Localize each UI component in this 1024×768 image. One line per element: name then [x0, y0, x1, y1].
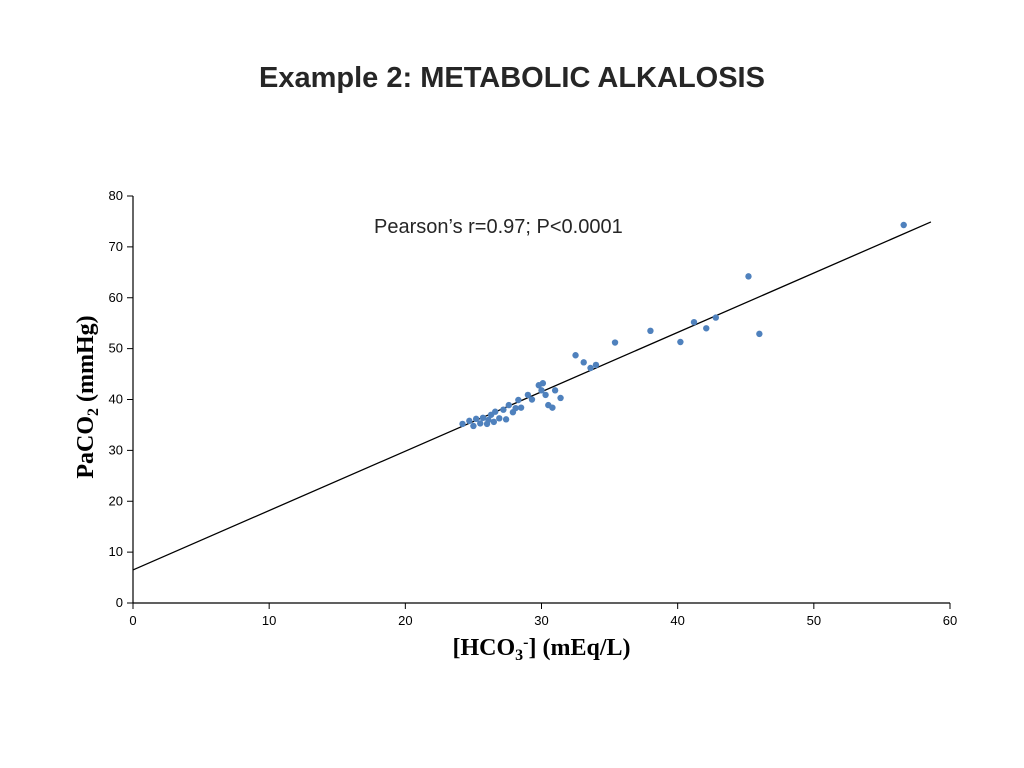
y-tick-label: 60: [109, 290, 123, 305]
x-tick-label: 20: [398, 613, 412, 628]
data-point: [492, 408, 499, 415]
data-point: [900, 221, 907, 229]
data-point: [551, 387, 559, 394]
x-axis-label: [HCO3-] (mEq/L): [133, 634, 950, 665]
data-point: [459, 420, 466, 428]
y-axis-label: PaCO2 (mmHg): [73, 315, 103, 478]
y-tick-label: 20: [109, 493, 123, 508]
y-axis-label-subscript: 2: [85, 407, 102, 416]
x-tick-label: 10: [262, 613, 276, 628]
y-tick-label: 0: [116, 595, 123, 610]
y-tick-label: 80: [109, 188, 123, 203]
data-point: [528, 396, 536, 403]
data-point: [756, 330, 763, 338]
trend-line: [132, 221, 932, 571]
x-tick-label: 30: [534, 613, 548, 628]
data-point: [712, 314, 719, 321]
y-tick-label: 50: [109, 341, 123, 356]
data-point: [703, 325, 710, 332]
data-point: [477, 420, 484, 427]
data-point: [745, 273, 752, 280]
data-point: [502, 416, 510, 423]
data-point: [557, 394, 564, 402]
data-point: [587, 364, 594, 372]
data-point: [524, 391, 532, 399]
x-axis-label-subscript: 3: [515, 647, 524, 664]
x-tick-label: 0: [129, 613, 136, 628]
x-axis-label-superscript: -: [523, 634, 529, 651]
data-point: [647, 327, 654, 335]
data-point: [592, 361, 600, 369]
data-point: [539, 380, 547, 387]
data-point: [677, 338, 684, 346]
x-axis-label-text: [HCO: [452, 635, 516, 661]
data-point: [485, 416, 492, 424]
data-point: [490, 418, 498, 426]
x-axis-label-unit: ] (mEq/L): [528, 635, 631, 661]
data-point: [496, 415, 503, 422]
data-point: [690, 318, 698, 326]
data-point: [515, 396, 522, 404]
data-point: [572, 352, 579, 359]
x-tick-label: 60: [943, 613, 957, 628]
data-point: [580, 359, 587, 366]
data-point: [517, 404, 525, 411]
data-point: [466, 417, 473, 425]
y-tick-label: 70: [109, 239, 123, 254]
x-tick-label: 40: [670, 613, 684, 628]
data-point: [505, 401, 513, 409]
y-tick-label: 10: [109, 544, 123, 559]
data-point: [472, 415, 480, 423]
y-axis-label-text: PaCO: [73, 415, 99, 479]
data-point: [611, 339, 619, 346]
pearson-annotation: Pearson’s r=0.97; P<0.0001: [374, 216, 623, 238]
data-point: [542, 391, 549, 399]
data-point: [470, 422, 477, 430]
data-point: [549, 404, 556, 411]
chart-title: Example 2: METABOLIC ALKALOSIS: [259, 62, 765, 94]
data-point: [500, 406, 507, 413]
y-tick-label: 30: [109, 442, 123, 457]
data-point: [479, 414, 487, 422]
y-tick-label: 40: [109, 392, 123, 407]
x-tick-label: 50: [807, 613, 821, 628]
y-axis-label-unit: (mmHg): [73, 315, 99, 408]
data-point: [538, 387, 545, 394]
data-point: [512, 404, 519, 412]
